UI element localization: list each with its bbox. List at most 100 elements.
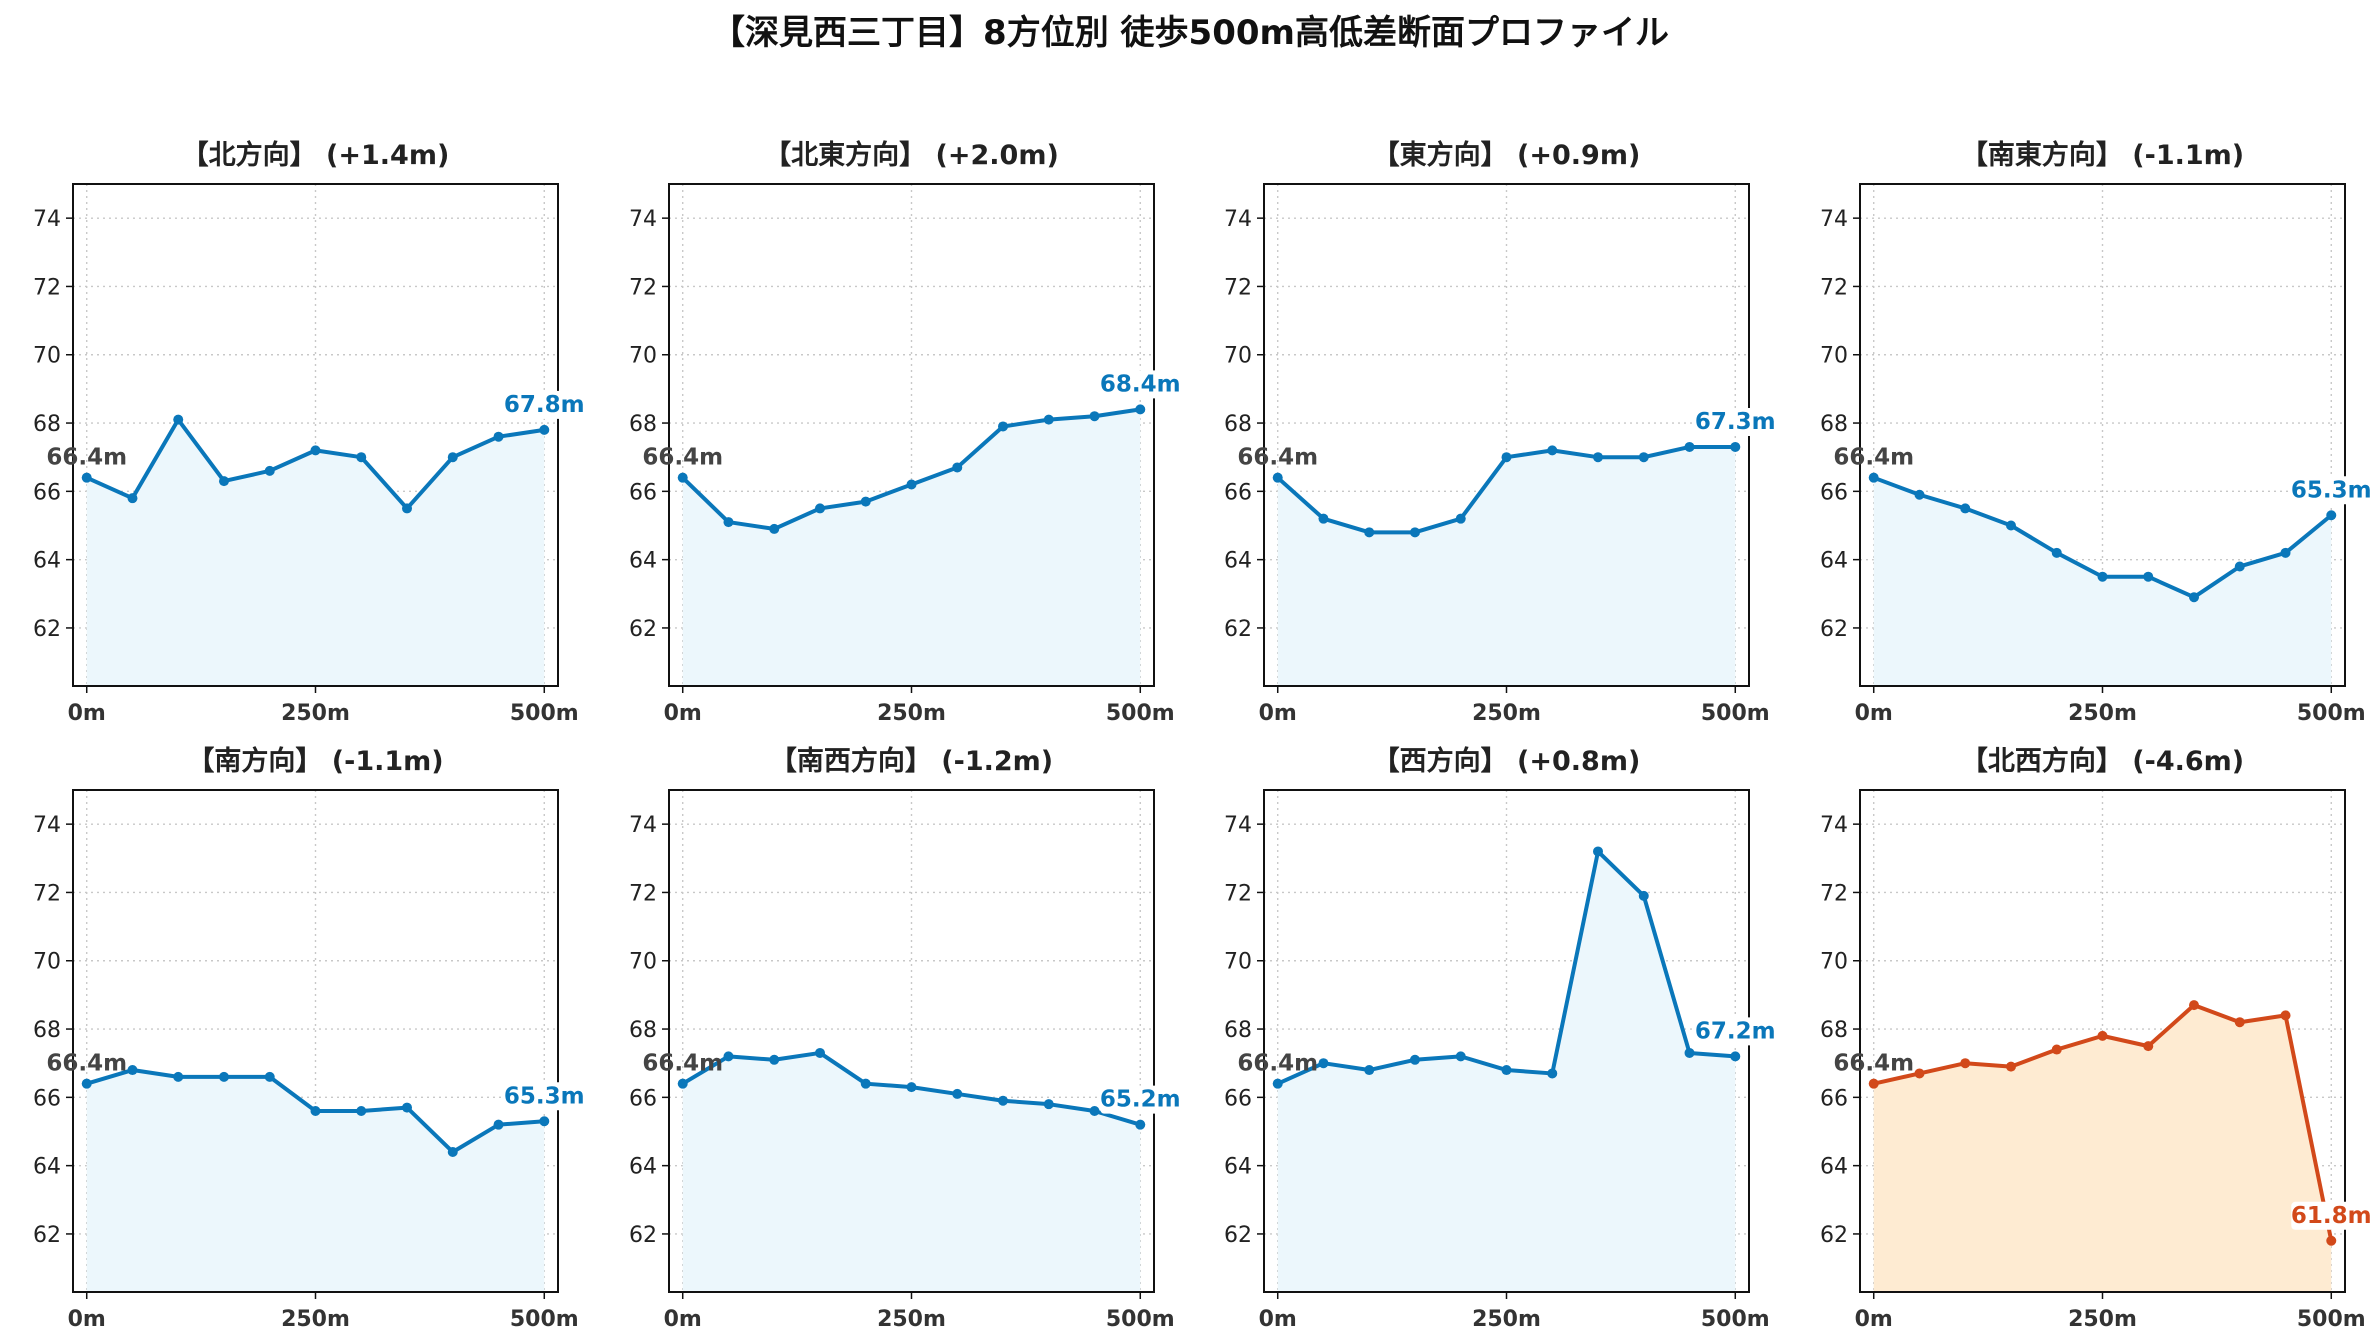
panel-title: 【西方向】 (+0.8m)	[1373, 745, 1641, 777]
y-tick-label: 64	[629, 1155, 657, 1180]
panel-title: 【南東方向】 (-1.1m)	[1961, 139, 2244, 171]
data-point	[814, 503, 825, 514]
y-tick-label: 66	[1820, 480, 1848, 505]
area-fill	[86, 419, 545, 686]
data-point	[723, 1051, 734, 1062]
data-point	[2326, 510, 2337, 521]
x-tick-label: 250m	[2068, 701, 2137, 726]
y-tick-label: 68	[629, 1018, 657, 1043]
data-point	[1547, 1068, 1558, 1079]
y-tick-label: 74	[1820, 207, 1848, 232]
data-point	[1730, 441, 1741, 452]
x-tick-label: 500m	[1701, 1307, 1770, 1332]
start-value-label: 66.4m	[1833, 1051, 1914, 1077]
data-point	[1730, 1051, 1741, 1062]
data-point	[1135, 1119, 1146, 1130]
end-label-background	[504, 390, 585, 419]
data-point	[1501, 1065, 1512, 1076]
data-point	[1455, 1051, 1466, 1062]
data-point	[447, 452, 458, 463]
data-point	[769, 1054, 780, 1065]
data-point	[2143, 1041, 2154, 1052]
panel-title: 【南西方向】 (-1.2m)	[770, 745, 1053, 777]
y-tick-label: 68	[33, 1018, 61, 1043]
y-tick-label: 70	[629, 344, 657, 369]
x-tick-label: 0m	[1259, 701, 1297, 726]
y-tick-label: 62	[33, 1223, 61, 1248]
data-point	[1364, 1065, 1375, 1076]
start-value-label: 66.4m	[46, 445, 127, 471]
data-point	[1043, 414, 1054, 425]
end-value-label: 61.8m	[2291, 1203, 2372, 1229]
data-point	[1684, 1047, 1695, 1058]
y-tick-label: 62	[1820, 1223, 1848, 1248]
y-tick-label: 68	[1820, 1018, 1848, 1043]
y-tick-label: 70	[1820, 950, 1848, 975]
data-point	[1638, 890, 1649, 901]
data-point	[814, 1047, 825, 1058]
data-point	[2189, 1000, 2200, 1011]
data-point	[1868, 1078, 1879, 1089]
y-tick-label: 62	[629, 1223, 657, 1248]
x-tick-label: 0m	[1855, 1307, 1893, 1332]
y-tick-label: 70	[33, 344, 61, 369]
x-tick-label: 500m	[2297, 1307, 2366, 1332]
data-point	[264, 1071, 275, 1082]
data-point	[1960, 1058, 1971, 1069]
data-point	[1593, 846, 1604, 857]
y-tick-label: 74	[629, 813, 657, 838]
data-point	[998, 1095, 1009, 1106]
data-point	[1547, 445, 1558, 456]
y-tick-label: 68	[1820, 412, 1848, 437]
end-value-label: 65.3m	[504, 1083, 585, 1109]
x-tick-label: 500m	[1106, 1307, 1175, 1332]
chart-panel-6: 【南西方向】 (-1.2m) 62 64 66 68 70 72 74 0m 250m 500m 66…	[629, 745, 1181, 1332]
end-value-label: 67.2m	[1695, 1018, 1776, 1044]
x-tick-label: 250m	[1472, 1307, 1541, 1332]
y-tick-label: 74	[33, 207, 61, 232]
start-value-label: 66.4m	[642, 445, 723, 471]
panel-title: 【東方向】 (+0.9m)	[1373, 139, 1641, 171]
panel-title: 【北方向】 (+1.4m)	[182, 139, 450, 171]
x-tick-label: 250m	[281, 1307, 350, 1332]
data-point	[1914, 489, 1925, 500]
end-label-background	[1100, 370, 1181, 399]
end-label-background	[2291, 476, 2372, 505]
x-tick-label: 500m	[1701, 701, 1770, 726]
y-tick-label: 70	[33, 950, 61, 975]
x-tick-label: 0m	[1855, 701, 1893, 726]
x-tick-label: 250m	[281, 701, 350, 726]
data-point	[2051, 1044, 2062, 1055]
data-point	[769, 523, 780, 534]
data-point	[723, 517, 734, 528]
y-tick-label: 64	[33, 549, 61, 574]
chart-panel-8: 【北西方向】 (-4.6m) 62 64 66 68 70 72 74 0m 250m 500m 66…	[1820, 745, 2372, 1332]
data-point	[1960, 503, 1971, 514]
data-point	[218, 476, 229, 487]
data-point	[1409, 1054, 1420, 1065]
y-tick-label: 72	[33, 881, 61, 906]
data-point	[356, 1106, 367, 1117]
start-value-label: 66.4m	[1833, 445, 1914, 471]
chart-panel-4: 【南東方向】 (-1.1m) 62 64 66 68 70 72 74 0m 250m 500m 66…	[1820, 139, 2372, 726]
data-point	[1868, 472, 1879, 483]
x-tick-label: 250m	[877, 701, 946, 726]
y-tick-label: 72	[1224, 881, 1252, 906]
y-tick-label: 62	[629, 617, 657, 642]
data-point	[1089, 411, 1100, 422]
data-point	[2234, 1017, 2245, 1028]
start-value-label: 66.4m	[46, 1051, 127, 1077]
end-label-background	[504, 1082, 585, 1111]
panel-title: 【南方向】 (-1.1m)	[187, 745, 443, 777]
data-point	[2097, 571, 2108, 582]
area-fill	[86, 1070, 545, 1292]
y-tick-label: 64	[1820, 1155, 1848, 1180]
data-point	[952, 1088, 963, 1099]
data-point	[906, 1082, 917, 1093]
data-point	[860, 496, 871, 507]
area-fill	[1873, 1005, 2332, 1292]
chart-panel-7: 【西方向】 (+0.8m) 62 64 66 68 70 72 74 0m 250m 500m 66.…	[1224, 745, 1776, 1332]
y-tick-label: 64	[1224, 549, 1252, 574]
x-tick-label: 500m	[1106, 701, 1175, 726]
